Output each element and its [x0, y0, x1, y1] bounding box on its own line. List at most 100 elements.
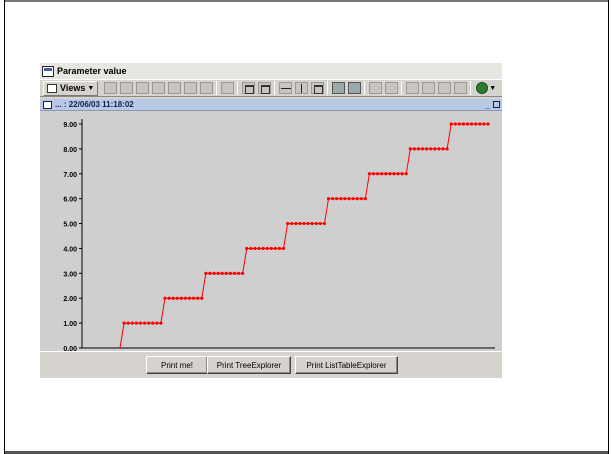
green-tool-icon[interactable]: [476, 82, 489, 94]
data-point: [192, 296, 196, 300]
window-title: Parameter value: [57, 66, 127, 76]
data-point: [126, 321, 130, 325]
table-icon[interactable]: [331, 82, 345, 94]
window-left-edge: [0, 0, 5, 454]
print-icon[interactable]: [437, 82, 451, 94]
data-point: [335, 197, 339, 201]
data-point: [286, 221, 290, 226]
data-point: [388, 172, 392, 176]
data-point: [171, 296, 175, 300]
layout-8-icon[interactable]: [220, 82, 234, 94]
print-tree-explorer-button[interactable]: Print TreeExplorer: [207, 356, 291, 374]
views-dropdown-button[interactable]: Views ▼: [43, 80, 99, 96]
data-point: [196, 296, 200, 300]
data-point: [425, 147, 429, 151]
data-point: [380, 172, 384, 176]
data-point: [363, 197, 367, 201]
data-point: [142, 321, 147, 325]
y-tick-label: 0.00: [63, 346, 77, 353]
data-point: [265, 246, 269, 251]
split-horizontal-icon[interactable]: [278, 82, 292, 94]
data-point: [339, 197, 343, 201]
data-point: [249, 246, 253, 251]
window-titlebar[interactable]: Parameter value: [40, 63, 502, 79]
data-point: [253, 246, 257, 251]
layout-4-icon[interactable]: [151, 82, 165, 94]
minimize-icon[interactable]: _: [484, 100, 490, 110]
layout-6-icon[interactable]: [183, 82, 197, 94]
data-point: [306, 221, 310, 226]
data-point: [453, 122, 457, 126]
split-four-icon[interactable]: [310, 82, 324, 94]
tile-icon[interactable]: [257, 82, 271, 94]
data-point: [281, 246, 286, 251]
data-point: [351, 197, 355, 201]
window-app-icon: [42, 65, 54, 77]
data-point: [224, 271, 228, 275]
data-point: [478, 122, 482, 126]
y-tick-label: 8.00: [63, 147, 77, 154]
properties-icon[interactable]: [384, 82, 398, 94]
layout-1-icon[interactable]: [103, 82, 117, 94]
data-point: [429, 147, 433, 151]
data-point: [294, 221, 298, 226]
data-point: [183, 296, 188, 300]
data-point: [359, 197, 363, 201]
split-vertical-icon[interactable]: [294, 82, 308, 94]
layout-3-icon[interactable]: [135, 82, 149, 94]
layout-7-icon[interactable]: [199, 82, 213, 94]
chevron-down-icon[interactable]: ▼: [489, 84, 497, 92]
print-list-table-explorer-button[interactable]: Print ListTableExplorer: [295, 356, 398, 374]
y-tick-label: 9.00: [63, 122, 77, 129]
data-point: [400, 172, 404, 176]
data-point: [216, 271, 220, 275]
data-point: [486, 122, 490, 126]
data-point: [130, 321, 134, 325]
data-point: [147, 321, 151, 325]
data-point: [228, 271, 232, 275]
window-right-edge: [608, 0, 613, 454]
data-point: [257, 246, 261, 251]
data-point: [367, 172, 372, 176]
data-point: [241, 271, 245, 275]
data-point: [326, 197, 331, 201]
data-point: [151, 321, 155, 325]
data-point: [138, 321, 143, 325]
data-point: [314, 221, 318, 226]
toolbar-separator: [216, 81, 218, 95]
data-point: [208, 271, 212, 275]
data-point: [474, 122, 478, 126]
data-point: [420, 147, 425, 151]
list-icon[interactable]: [421, 82, 435, 94]
data-point: [437, 147, 441, 151]
data-point: [175, 296, 179, 300]
window-bottom-edge: [5, 451, 608, 454]
data-point: [322, 221, 327, 226]
chart-area: 9.00 8.00 7.00 6.00 5.00 4.00 3.00 2.00 1.00 0.00: [40, 111, 502, 356]
layout-2-icon[interactable]: [119, 82, 133, 94]
data-point: [167, 296, 171, 300]
maximize-icon[interactable]: [493, 101, 500, 108]
toolbar-separator: [237, 81, 239, 95]
layout-5-icon[interactable]: [167, 82, 181, 94]
grid-lines-icon[interactable]: [368, 82, 382, 94]
data-point: [482, 122, 486, 126]
data-point: [384, 172, 388, 176]
data-point: [396, 172, 400, 176]
inner-frame-titlebar[interactable]: ... : 22/06/03 11:18:02 _: [40, 99, 502, 111]
parameter-value-window: Parameter value Views ▼: [40, 63, 502, 378]
data-point: [371, 172, 376, 176]
data-point: [232, 271, 237, 275]
data-point: [445, 147, 449, 151]
inner-frame-title: ... : 22/06/03 11:18:02: [55, 100, 134, 109]
grid-icon[interactable]: [241, 82, 255, 94]
toolbar-separator: [274, 81, 276, 95]
data-point: [347, 197, 351, 201]
export-icon[interactable]: [453, 82, 467, 94]
grid-dark-icon[interactable]: [347, 82, 361, 94]
data-point: [163, 296, 167, 300]
save-icon[interactable]: [405, 82, 419, 94]
y-tick-label: 6.00: [63, 197, 77, 204]
toolbar-separator: [401, 81, 403, 95]
print-me-button[interactable]: Print me!: [146, 356, 208, 374]
